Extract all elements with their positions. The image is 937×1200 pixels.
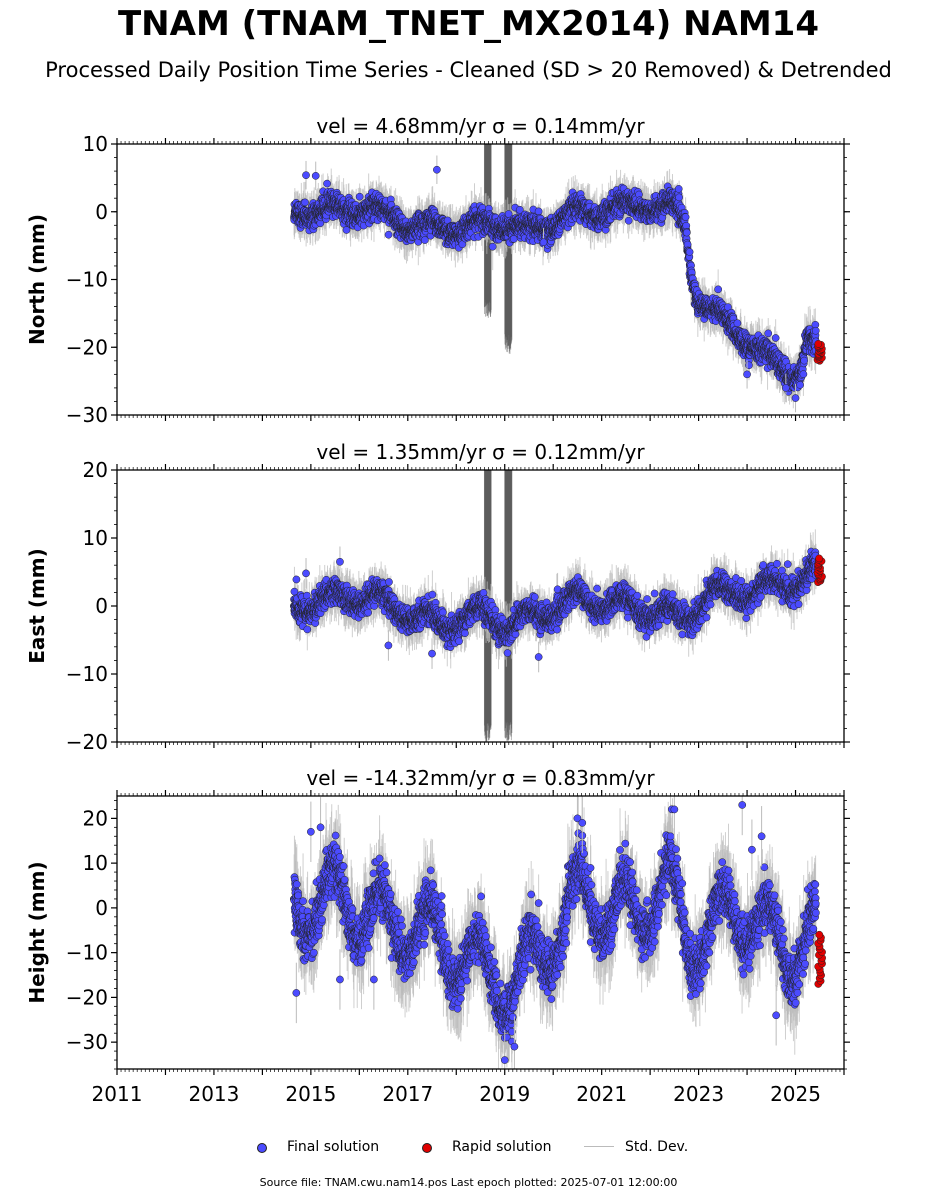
plot-area [290, 144, 826, 413]
figure-title: TNAM (TNAM_TNET_MX2014) NAM14 [117, 4, 819, 44]
final-point [384, 230, 393, 239]
final-point [675, 193, 683, 202]
final-point [323, 179, 331, 188]
final-point [674, 185, 683, 193]
final-point [681, 213, 690, 221]
final-point [301, 198, 309, 207]
final-point [685, 248, 694, 256]
final-point [624, 216, 633, 225]
final-point [733, 319, 742, 328]
final-point [355, 192, 364, 201]
final-point [420, 236, 429, 244]
final-point [534, 207, 543, 216]
final-point [515, 205, 524, 214]
final-point [682, 228, 691, 237]
figure-subtitle: Processed Daily Position Time Series - C… [45, 58, 892, 82]
final-point [714, 285, 723, 294]
final-point [488, 242, 497, 251]
